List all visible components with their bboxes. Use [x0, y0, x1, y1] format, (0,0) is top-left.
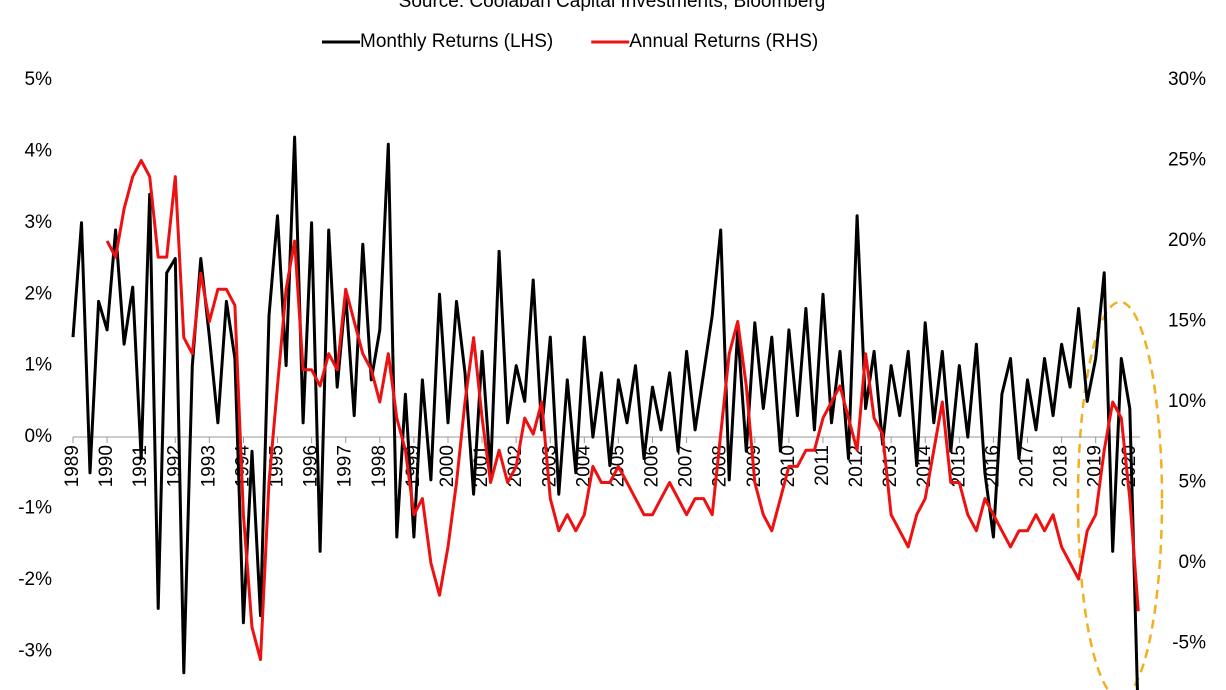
y2-tick-label: 10%: [1168, 391, 1206, 412]
y-tick-label: 0%: [25, 426, 53, 447]
y-tick-label: 2%: [25, 283, 53, 304]
y2-tick-label: 5%: [1179, 472, 1207, 493]
y2-tick-label: 20%: [1168, 230, 1206, 251]
y2-tick-label: 25%: [1168, 150, 1206, 171]
y-tick-label: 3%: [25, 212, 53, 233]
y-tick-label: 4%: [25, 140, 53, 161]
y-tick-label: 5%: [25, 69, 53, 90]
x-tick-label: 2012: [846, 445, 867, 487]
y-tick-label: 1%: [25, 355, 53, 376]
x-tick-label: 1991: [130, 445, 151, 487]
y2-tick-label: 0%: [1179, 552, 1207, 573]
x-tick-label: 2003: [539, 445, 560, 487]
x-tick-label: 2000: [437, 445, 458, 487]
y-tick-label: -3%: [18, 640, 52, 661]
x-tick-label: 2018: [1051, 445, 1072, 487]
x-tick-label: 1992: [164, 445, 185, 487]
y2-tick-label: -5%: [1172, 633, 1206, 654]
y-tick-label: -2%: [18, 569, 52, 590]
x-tick-label: 2015: [948, 445, 969, 487]
x-tick-label: 2004: [573, 445, 594, 488]
highlight-ellipse: [1076, 300, 1164, 690]
x-tick-label: 2011: [812, 445, 833, 486]
series-line: [105, 159, 1140, 662]
x-tick-label: 1993: [198, 445, 219, 487]
x-tick-label: 1989: [62, 445, 83, 487]
x-tick-label: 1990: [96, 445, 117, 487]
y2-tick-label: 15%: [1168, 311, 1206, 332]
x-tick-label: 1998: [369, 445, 390, 487]
legend-label: Monthly Returns (LHS): [360, 31, 553, 52]
y2-tick-label: 30%: [1168, 69, 1206, 90]
x-tick-label: 2006: [642, 445, 663, 487]
x-tick-label: 1997: [335, 445, 356, 487]
x-tick-label: 2007: [676, 445, 697, 487]
chart-title: Source: Coolabah Capital Investments, Bl…: [399, 0, 826, 12]
legend-label: Annual Returns (RHS): [629, 31, 818, 52]
series-line: [71, 135, 1139, 690]
x-tick-label: 2017: [1017, 445, 1038, 487]
y-tick-label: -1%: [18, 497, 52, 518]
